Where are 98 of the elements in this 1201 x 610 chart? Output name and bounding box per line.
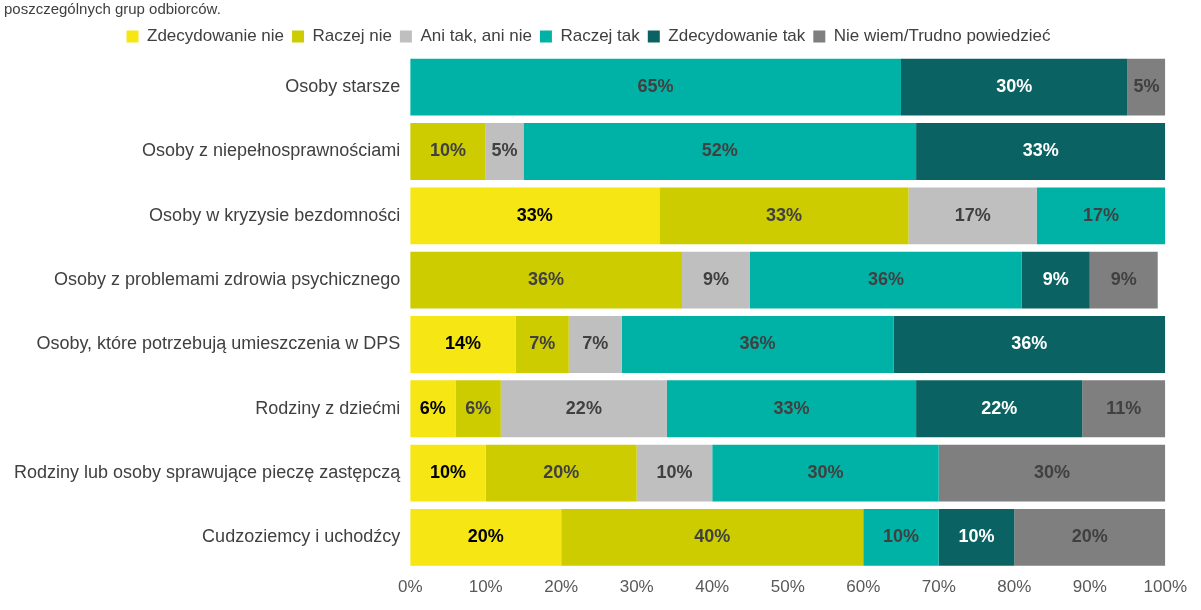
bar xyxy=(863,509,939,566)
x-tick-label: 60% xyxy=(846,577,881,597)
x-tick-label: 90% xyxy=(1072,577,1107,597)
data-label: 33% xyxy=(773,397,810,418)
bar xyxy=(659,187,909,245)
bar xyxy=(636,444,713,502)
data-label: 10% xyxy=(882,526,920,547)
data-label: 22% xyxy=(981,397,1018,418)
x-tick-label: 10% xyxy=(468,577,503,597)
bar xyxy=(410,187,660,245)
bar xyxy=(568,316,622,373)
x-tick-label: 40% xyxy=(695,577,730,597)
bar xyxy=(455,380,501,438)
data-label: 6% xyxy=(465,397,492,418)
data-label: 33% xyxy=(516,204,553,225)
y-tick-label: Osoby z problemami zdrowia psychicznego xyxy=(54,269,401,290)
data-label: 65% xyxy=(637,76,674,97)
y-tick-label: Osoby, które potrzebują umieszczenia w DPS xyxy=(36,333,401,354)
data-label: 17% xyxy=(1083,204,1120,225)
x-tick-label: 80% xyxy=(997,577,1032,597)
bar xyxy=(410,251,683,309)
bar xyxy=(666,380,917,438)
bar xyxy=(938,509,1015,566)
data-label: 36% xyxy=(528,269,565,290)
data-label: 11% xyxy=(1106,397,1142,418)
legend-label: Zdecydowanie tak xyxy=(668,26,806,46)
bar xyxy=(410,444,486,502)
data-label: 20% xyxy=(467,526,504,547)
bar xyxy=(1082,380,1166,438)
bar xyxy=(682,251,750,309)
data-label: 36% xyxy=(867,269,904,290)
y-tick-label: Rodziny lub osoby sprawujące pieczę zastępczą xyxy=(13,462,402,483)
data-label: 30% xyxy=(996,76,1033,97)
x-tick-label: 50% xyxy=(770,577,805,597)
legend-label: Raczej tak xyxy=(560,26,641,46)
data-label: 52% xyxy=(701,140,738,161)
bar xyxy=(908,187,1037,245)
data-label: 10% xyxy=(429,140,466,161)
legend-label: Zdecydowanie nie xyxy=(147,26,285,46)
bar xyxy=(621,316,894,373)
bar xyxy=(410,58,901,116)
data-label: 33% xyxy=(1022,140,1059,161)
bar xyxy=(1021,251,1090,309)
legend-label: Ani tak, ani nie xyxy=(420,26,532,46)
legend-label: Raczej nie xyxy=(312,26,392,46)
data-label: 17% xyxy=(954,204,991,225)
bar xyxy=(712,444,939,502)
bar xyxy=(485,444,637,502)
x-tick-label: 20% xyxy=(544,577,579,597)
data-label: 36% xyxy=(739,333,776,354)
bar xyxy=(410,123,486,180)
data-label: 36% xyxy=(1011,333,1048,354)
bar xyxy=(749,251,1022,309)
data-label: 20% xyxy=(543,462,580,483)
bar xyxy=(893,316,1166,373)
x-tick-label: 100% xyxy=(1143,577,1187,597)
bar xyxy=(916,123,1166,180)
x-tick-label: 0% xyxy=(397,577,423,597)
bar xyxy=(410,380,456,438)
data-label: 6% xyxy=(419,397,446,418)
data-label: 22% xyxy=(565,397,602,418)
data-label: 30% xyxy=(1033,462,1071,483)
bar xyxy=(1014,509,1166,566)
bar xyxy=(410,509,562,566)
data-label: 10% xyxy=(429,462,466,483)
y-tick-label: Osoby w kryzysie bezdomności xyxy=(149,204,401,225)
y-tick-label: Rodziny z dziećmi xyxy=(255,397,401,418)
x-tick-label: 70% xyxy=(921,577,956,597)
bar xyxy=(900,58,1128,116)
data-label: 7% xyxy=(529,333,556,354)
bar xyxy=(500,380,667,438)
y-tick-label: Cudzoziemcy i uchodźcy xyxy=(202,526,401,547)
bar xyxy=(515,316,569,373)
bar xyxy=(523,123,917,180)
y-tick-label: Osoby starsze xyxy=(285,76,401,97)
bar xyxy=(938,444,1166,502)
data-label: 9% xyxy=(1110,269,1137,290)
bar xyxy=(410,316,516,373)
data-label: 20% xyxy=(1071,526,1108,547)
bar xyxy=(561,509,864,566)
data-label: 40% xyxy=(694,526,731,547)
bar xyxy=(1036,187,1166,245)
data-label: 7% xyxy=(582,333,609,354)
data-label: 5% xyxy=(491,140,518,161)
text: poszczególnych grup odbiorców. xyxy=(3,0,222,19)
data-label: 10% xyxy=(656,462,693,483)
bar xyxy=(916,380,1083,438)
bar xyxy=(1089,251,1158,309)
data-label: 14% xyxy=(445,333,482,354)
x-tick-label: 30% xyxy=(619,577,654,597)
legend-label: Nie wiem/Trudno powiedzieć xyxy=(833,26,1051,46)
data-label: 10% xyxy=(958,526,995,547)
data-label: 5% xyxy=(1133,76,1160,97)
data-label: 9% xyxy=(703,269,730,290)
data-label: 30% xyxy=(807,462,844,483)
data-label: 9% xyxy=(1042,269,1069,290)
y-tick-label: Osoby z niepełnosprawnościami xyxy=(142,140,401,161)
data-label: 33% xyxy=(765,204,802,225)
